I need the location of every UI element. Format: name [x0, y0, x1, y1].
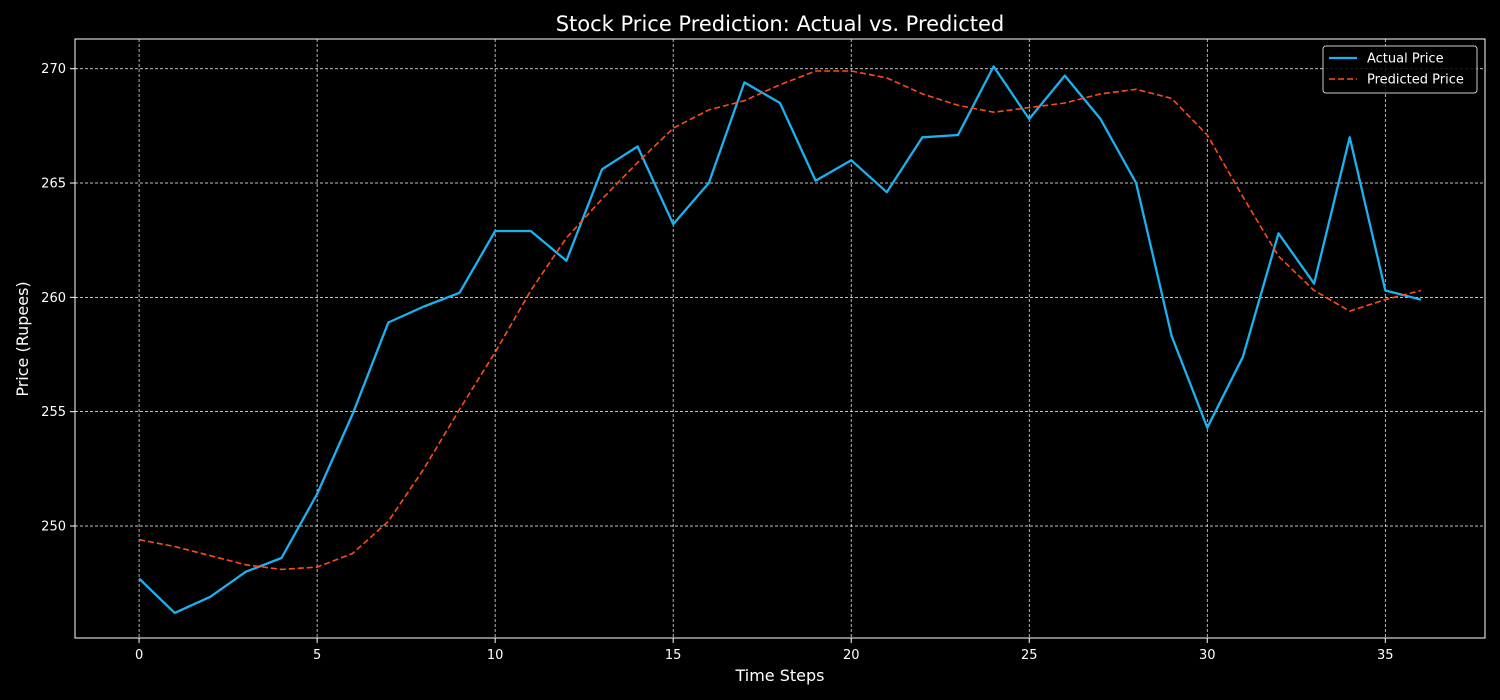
- x-tick-label: 5: [313, 648, 321, 663]
- series-layer: [138, 65, 1422, 615]
- y-tick-label: 265: [41, 177, 66, 192]
- chart-title: Stock Price Prediction: Actual vs. Predi…: [556, 12, 1005, 36]
- legend-entry-label: Predicted Price: [1367, 73, 1464, 88]
- y-tick-label: 250: [41, 519, 66, 534]
- axes-ticks: 0 5 10 15 20 25 30 35 250 255 260 265 270: [41, 62, 1393, 663]
- grid: [75, 39, 1485, 638]
- y-tick-label: 270: [41, 62, 66, 77]
- x-axis-label: Time Steps: [734, 666, 824, 685]
- legend-entry-label: Actual Price: [1367, 52, 1444, 67]
- x-tick-label: 25: [1021, 648, 1038, 663]
- x-tick-label: 30: [1199, 648, 1216, 663]
- series-line-predicted-price: [138, 70, 1422, 571]
- y-tick-label: 260: [41, 291, 66, 306]
- x-tick-label: 0: [135, 648, 143, 663]
- y-tick-label: 255: [41, 405, 66, 420]
- x-tick-label: 35: [1377, 648, 1394, 663]
- plot-frame: [74, 38, 1486, 639]
- series-line-actual-price: [138, 65, 1422, 615]
- x-tick-label: 15: [665, 648, 682, 663]
- legend-box: [1322, 45, 1478, 94]
- x-tick-label: 20: [843, 648, 860, 663]
- y-axis-label: Price (Rupees): [13, 281, 32, 396]
- x-tick-label: 10: [487, 648, 504, 663]
- legend: Actual Price Predicted Price: [1322, 45, 1478, 94]
